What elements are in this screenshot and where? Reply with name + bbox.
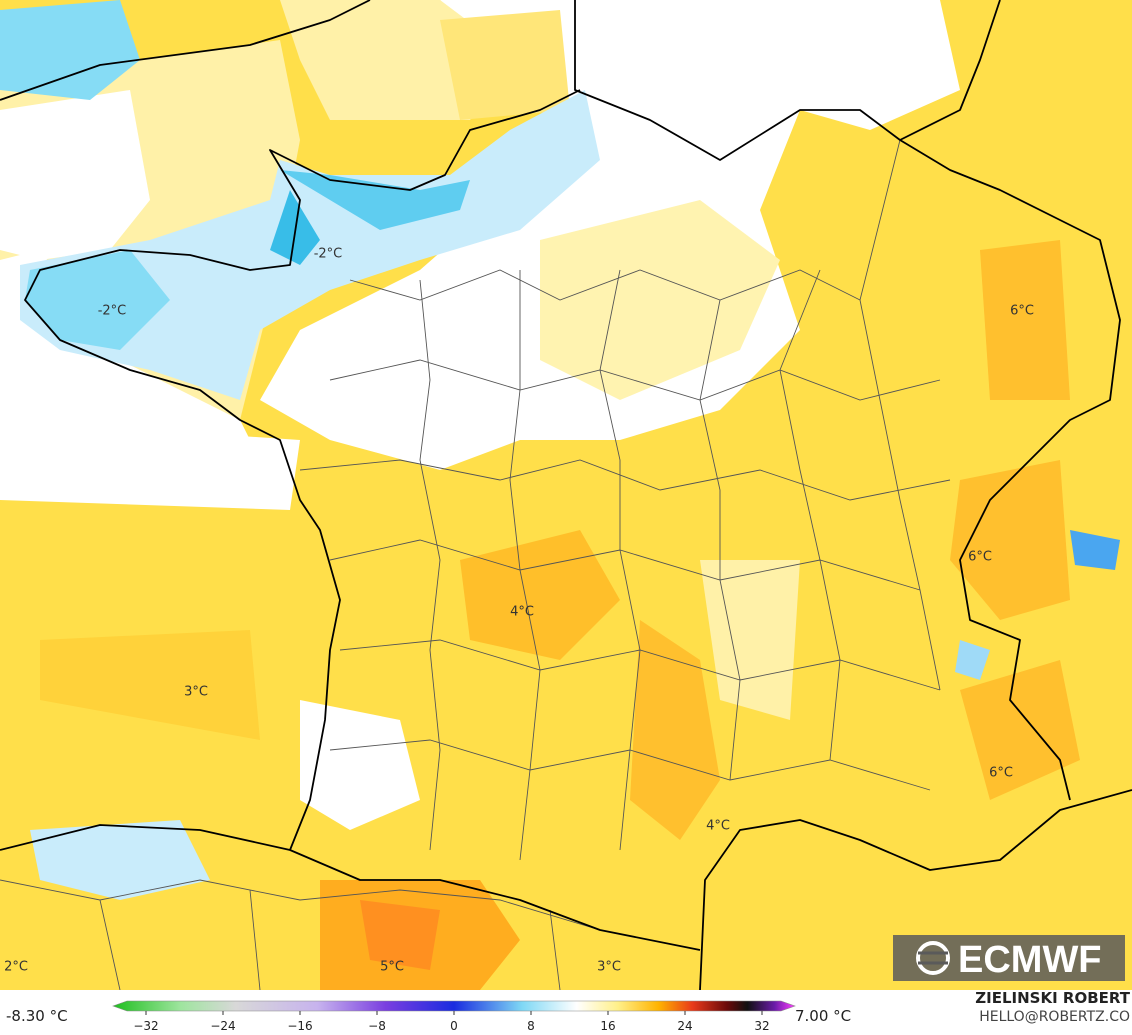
footer [0,990,1132,1035]
colorbar-tick-label: 8 [527,1019,535,1033]
warm-zone [960,660,1080,800]
white-zone [0,90,150,260]
warm-zone [980,240,1070,400]
region-borders [0,879,701,991]
yellow-zone [440,10,570,120]
colorbar-tick-label: 24 [677,1019,692,1033]
warm-zone [950,460,1070,620]
white-zone [0,420,300,510]
map-label: 3°C [597,960,621,975]
colorbar-tick-label: −32 [133,1019,158,1033]
cold-zone [1070,530,1120,570]
coastline [0,89,581,851]
warm-zone [460,530,620,660]
coastline [0,0,371,101]
national-border [289,849,701,951]
yellow-zone [40,630,260,740]
light-zone [540,200,780,400]
logo: ECMWF [893,935,1125,981]
logo-icon [916,941,950,975]
colorbar-tick-label: −16 [287,1019,312,1033]
credit-contact: HELLO@ROBERTZ.CO [979,1009,1130,1025]
cold-zone [955,640,990,680]
colorbar-tick-label: −24 [210,1019,235,1033]
map-label: 2°C [4,960,28,975]
colorbar-tick-label: 32 [754,1019,769,1033]
cold-zone [280,170,470,230]
national-border [574,0,1121,801]
cold-zone [25,250,170,350]
colorbar-min: -8.30 °C [6,1007,68,1025]
map-label: -2°C [314,247,343,262]
colorbar-scale [112,1000,796,1012]
map-label: -2°C [98,304,127,319]
coastline [699,789,1132,991]
warm-zone [630,620,720,840]
map-label: 4°C [706,819,730,834]
map: -2°C -2°C 6°C 6°C 4°C 3°C 6°C 4°C 5°C 3°… [0,0,1132,991]
colorbar-max: 7.00 °C [795,1007,851,1025]
colorbar-tick-label: 16 [600,1019,615,1033]
map-label: 6°C [1010,304,1034,319]
map-label: 6°C [968,550,992,565]
logo-text: ECMWF [958,939,1102,981]
map-label: 5°C [380,960,404,975]
map-label: 6°C [989,766,1013,781]
logo-icon [918,951,948,965]
light-zone [700,560,800,720]
map-label: 4°C [510,605,534,620]
cold-zone [30,820,210,900]
colorbar-tick-label: −8 [368,1019,386,1033]
credit-author: ZIELINSKI ROBERT [975,989,1130,1007]
colorbar-tick-label: 0 [450,1019,458,1033]
white-zone [300,700,420,830]
colorbar: −32 −24 −16 −8 0 8 16 24 32 [112,1000,796,1033]
cold-zone [0,0,140,100]
warm-zone [360,900,440,970]
department-borders [299,139,951,861]
map-label: 3°C [184,685,208,700]
